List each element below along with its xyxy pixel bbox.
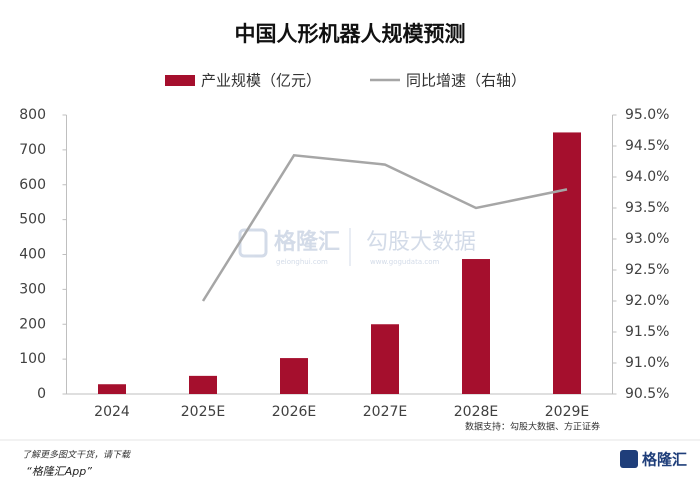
- y2-tick-label: 92.5%: [625, 262, 669, 278]
- y2-tick-label: 91.5%: [625, 324, 669, 340]
- x-tick-label: 2027E: [363, 404, 407, 420]
- y-tick-label: 600: [19, 177, 46, 193]
- x-tick-label: 2024: [94, 404, 130, 420]
- watermark-brand: 格隆汇: [274, 229, 340, 255]
- legend-label: 产业规模（亿元）: [201, 72, 321, 90]
- bar: [371, 324, 399, 394]
- footer-logo-icon: [620, 450, 638, 468]
- legend-label: 同比增速（右轴）: [406, 72, 526, 90]
- watermark: 格隆汇 gelonghui.com 勾股大数据 www.gogudata.com: [238, 228, 476, 266]
- y-tick-label: 300: [19, 281, 46, 297]
- y2-tick-label: 93.0%: [625, 231, 669, 247]
- y2-tick-label: 94.5%: [625, 138, 669, 154]
- x-tick-label: 2028E: [454, 404, 498, 420]
- watermark-partner-url: www.gogudata.com: [370, 258, 439, 266]
- y-tick-label: 800: [19, 107, 46, 123]
- y-tick-label: 500: [19, 212, 46, 228]
- y2-tick-label: 91.0%: [625, 355, 669, 371]
- chart-title: 中国人形机器人规模预测: [235, 22, 466, 46]
- line: [201, 153, 568, 302]
- bar: [553, 132, 581, 394]
- bar: [462, 259, 490, 394]
- y-tick-label: 400: [19, 247, 46, 263]
- bar: [98, 384, 126, 394]
- legend-swatch: [165, 75, 195, 86]
- y2-tick-label: 94.0%: [625, 169, 669, 185]
- y-tick-label: 100: [19, 351, 46, 367]
- y2-tick-label: 90.5%: [625, 386, 669, 402]
- x-tick-label: 2026E: [272, 404, 316, 420]
- y-tick-label: 0: [37, 386, 46, 402]
- y2-tick-label: 92.0%: [625, 293, 669, 309]
- footer-logo: 格隆汇: [642, 451, 687, 469]
- x-tick-label: 2025E: [181, 404, 225, 420]
- footer-line1: 了解更多图文干货，请下载: [22, 450, 131, 461]
- x-tick-label: 2029E: [545, 404, 589, 420]
- y2-tick-label: 93.5%: [625, 200, 669, 216]
- bar: [189, 375, 217, 394]
- y2-tick-label: 95.0%: [625, 107, 669, 123]
- watermark-url: gelonghui.com: [276, 258, 328, 266]
- source: 数据支持：勾股大数据、方正证券: [465, 421, 600, 433]
- watermark-partner: 勾股大数据: [366, 230, 476, 255]
- y-tick-label: 700: [19, 142, 46, 158]
- bar: [280, 358, 308, 394]
- footer-line2: “格隆汇App”: [26, 465, 92, 478]
- y-tick-label: 200: [19, 316, 46, 332]
